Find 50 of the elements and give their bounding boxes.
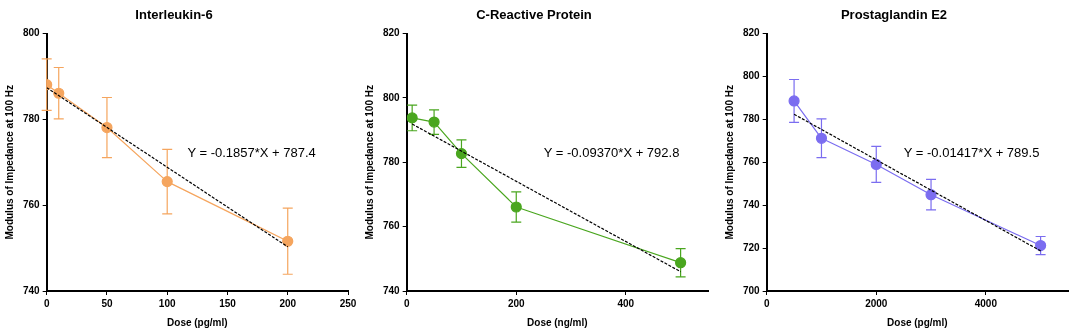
y-tick-label: 720: [743, 241, 761, 253]
y-tick-label: 800: [23, 27, 41, 39]
x-tick-label: 200: [279, 297, 297, 309]
annotation: Y = -0.09370*X + 792.8: [543, 145, 680, 161]
y-tick-label: 760: [383, 220, 401, 232]
y-tick-label: 740: [383, 284, 401, 296]
point: [510, 201, 522, 213]
y-tick-label: 780: [743, 113, 761, 125]
x-axis-title: Dose (pg/ml): [887, 316, 948, 328]
point: [870, 158, 882, 171]
y-tick-label: 800: [383, 91, 401, 103]
x-axis-title: Dose (ng/ml): [527, 316, 588, 328]
x-tick-label: 50: [101, 297, 113, 309]
y-tick-label: 820: [383, 27, 401, 39]
y-tick-label: 760: [23, 198, 41, 210]
y-tick-label: 700: [743, 284, 761, 296]
point: [161, 176, 173, 188]
x-tick-label: 400: [617, 297, 635, 309]
point: [815, 132, 828, 144]
x-tick-label: 250: [339, 297, 357, 309]
point: [282, 235, 294, 247]
point: [675, 257, 687, 269]
x-tick-label: 4000: [974, 297, 998, 309]
y-axis-title: Modulus of Impedance at 100 Hz: [723, 85, 735, 240]
y-tick-label: 740: [23, 284, 41, 296]
point: [788, 95, 800, 107]
annotation: Y = -0.1857*X + 787.4: [187, 145, 316, 161]
x-tick-label: 0: [403, 297, 410, 309]
y-tick-label: 740: [743, 198, 761, 210]
x-axis-title: Dose (pg/ml): [167, 316, 228, 328]
x-tick-label: 0: [43, 297, 50, 309]
chart-title: Interleukin-6: [135, 7, 213, 23]
x-tick-label: 0: [763, 297, 770, 309]
point: [925, 189, 937, 201]
x-tick-label: 200: [507, 297, 526, 309]
y-axis-title: Modulus of Impedance at 100 Hz: [363, 85, 375, 240]
x-tick-label: 2000: [865, 297, 888, 309]
chart-title: C-Reactive Protein: [476, 7, 592, 23]
chart-title: Prostaglandin E2: [840, 7, 948, 23]
x-tick-label: 100: [158, 297, 176, 309]
y-tick-label: 800: [743, 70, 761, 82]
annotation: Y = -0.01417*X + 789.5: [903, 145, 1040, 161]
y-axis-title: Modulus of Impedance at 100 Hz: [3, 85, 15, 240]
y-tick-label: 780: [23, 113, 41, 125]
point: [428, 116, 440, 128]
y-tick-label: 760: [743, 156, 761, 168]
y-tick-label: 820: [743, 27, 761, 39]
point: [1035, 239, 1047, 252]
x-tick-label: 150: [219, 297, 237, 309]
y-tick-label: 780: [383, 156, 401, 168]
